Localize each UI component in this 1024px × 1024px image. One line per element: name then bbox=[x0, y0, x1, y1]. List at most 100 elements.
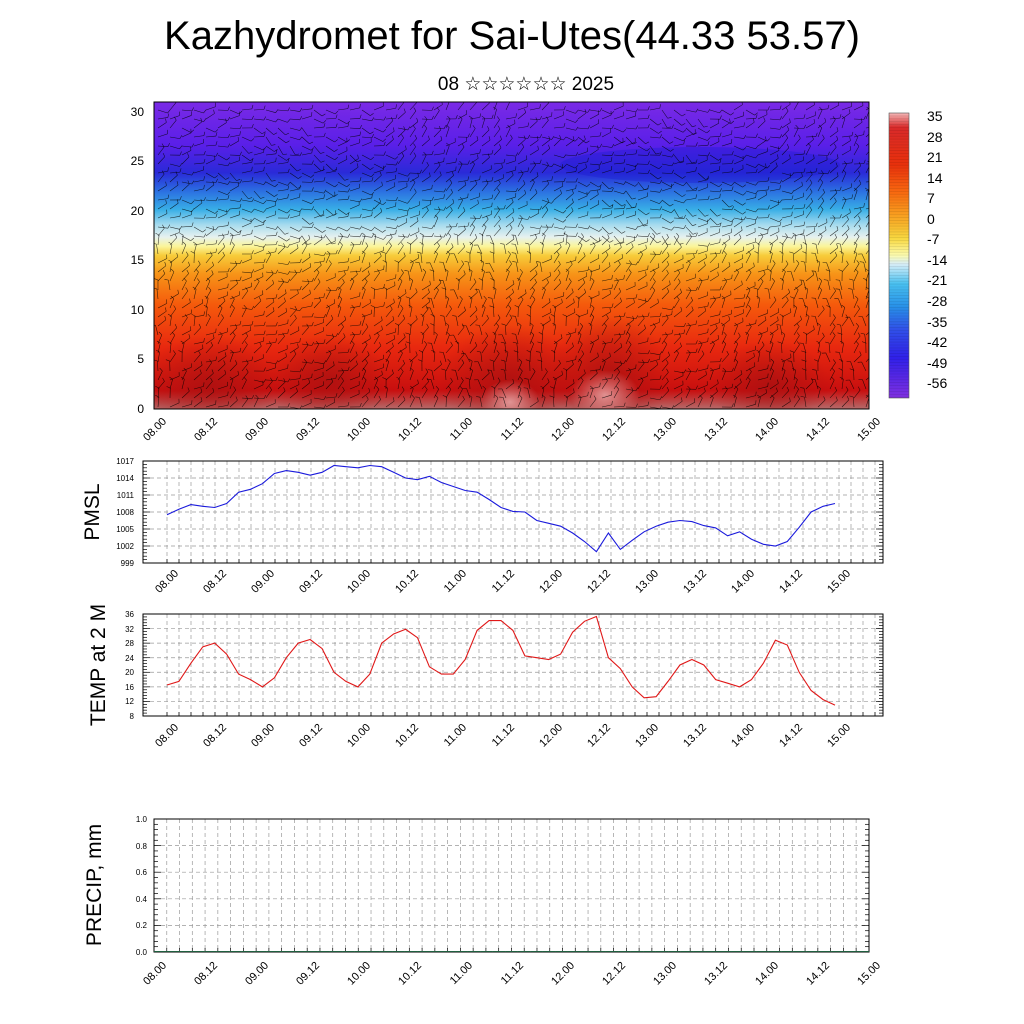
wind-barb bbox=[493, 228, 501, 237]
wind-barb bbox=[193, 118, 204, 122]
wind-barb-flag bbox=[297, 186, 302, 189]
wind-barb bbox=[649, 364, 658, 372]
wind-barb-flag bbox=[359, 330, 362, 335]
wind-barb-flag bbox=[239, 125, 242, 129]
wind-barb-flag bbox=[344, 315, 347, 320]
wind-barb-flag bbox=[803, 114, 806, 119]
wind-barb-flag bbox=[319, 261, 322, 266]
wind-barb bbox=[325, 289, 336, 292]
wind-barb bbox=[673, 310, 683, 318]
wind-barb-flag bbox=[517, 322, 522, 326]
wind-barb-flag bbox=[659, 405, 663, 409]
wind-barb-flag bbox=[545, 206, 549, 211]
wind-barb-flag bbox=[287, 168, 290, 173]
wind-barb bbox=[205, 181, 217, 183]
wind-barb bbox=[409, 370, 414, 381]
wind-barb-flag bbox=[628, 260, 632, 264]
wind-barb-flag bbox=[719, 357, 722, 362]
wind-barb-flag bbox=[490, 278, 495, 281]
wind-barb-flag bbox=[562, 210, 567, 214]
wind-barb-flag bbox=[611, 303, 614, 308]
wind-barb-flag bbox=[728, 315, 731, 320]
wind-barb-flag bbox=[859, 261, 864, 263]
wind-barb bbox=[289, 197, 300, 201]
wind-barb-flag bbox=[459, 115, 463, 120]
wind-barb bbox=[337, 319, 346, 327]
wind-barb bbox=[673, 160, 684, 165]
wind-barb-flag bbox=[599, 107, 603, 112]
heatmap-x-tick-label: 11.00 bbox=[448, 416, 475, 443]
wind-barb bbox=[325, 240, 336, 246]
wind-barb-flag bbox=[156, 340, 161, 344]
wind-barb-flag bbox=[426, 161, 429, 166]
wind-barb bbox=[397, 298, 402, 309]
wind-barb bbox=[301, 217, 310, 225]
wind-barb bbox=[685, 262, 691, 273]
wind-barb bbox=[661, 318, 669, 327]
wind-barb bbox=[825, 352, 831, 363]
wind-barb-flag bbox=[346, 228, 351, 232]
wind-barb bbox=[157, 319, 167, 327]
wind-barb bbox=[661, 362, 669, 372]
wind-barb-flag bbox=[192, 286, 197, 290]
wind-barb bbox=[565, 139, 575, 147]
wind-barb bbox=[697, 154, 708, 157]
wind-barb bbox=[685, 181, 693, 190]
wind-barb-flag bbox=[504, 349, 509, 353]
wind-barb bbox=[577, 127, 588, 130]
wind-barb-flag bbox=[573, 388, 575, 393]
wind-barb bbox=[433, 110, 440, 120]
wind-barb bbox=[205, 172, 215, 179]
wind-barb bbox=[793, 247, 803, 255]
wind-barb bbox=[589, 135, 600, 138]
wind-barb bbox=[168, 280, 171, 291]
wind-barb-flag bbox=[188, 261, 190, 266]
wind-barb-flag bbox=[822, 134, 825, 139]
wind-barb-flag bbox=[707, 175, 709, 180]
wind-barb bbox=[481, 118, 493, 120]
wind-barb bbox=[517, 370, 523, 381]
wind-barb-flag bbox=[671, 153, 675, 158]
wind-barb-flag bbox=[558, 359, 561, 364]
wind-barb bbox=[277, 301, 286, 309]
wind-barb bbox=[697, 265, 706, 273]
wind-barb-flag bbox=[659, 104, 661, 109]
wind-barb-flag bbox=[400, 242, 404, 246]
wind-barb-flag bbox=[859, 207, 862, 212]
wind-barb-flag bbox=[623, 167, 626, 172]
wind-barb bbox=[721, 319, 731, 327]
wind-barb bbox=[445, 361, 451, 372]
wind-barb-flag bbox=[524, 289, 527, 294]
wind-barb bbox=[541, 183, 549, 192]
wind-barb-flag bbox=[489, 251, 494, 254]
wind-barb bbox=[157, 203, 167, 210]
wind-barb bbox=[505, 325, 507, 336]
wind-barb-flag bbox=[285, 352, 287, 357]
wind-barb bbox=[481, 182, 489, 192]
wind-barb-flag bbox=[389, 242, 392, 246]
wind-barb bbox=[649, 118, 659, 126]
wind-barb-flag bbox=[287, 214, 290, 219]
wind-barb bbox=[491, 298, 495, 309]
wind-barb-flag bbox=[275, 269, 279, 274]
wind-barb-flag bbox=[731, 167, 734, 172]
wind-barb bbox=[289, 378, 300, 381]
wind-barb bbox=[685, 352, 691, 363]
wind-barb bbox=[373, 250, 384, 255]
wind-barb-flag bbox=[283, 378, 286, 383]
wind-barb-flag bbox=[663, 340, 667, 345]
wind-barb-flag bbox=[734, 358, 738, 362]
wind-barb-flag bbox=[479, 175, 481, 180]
wind-barb-flag bbox=[446, 250, 451, 254]
wind-barb-flag bbox=[794, 376, 798, 380]
wind-barb-flag bbox=[836, 127, 839, 132]
wind-barb bbox=[481, 157, 490, 165]
wind-barb-flag bbox=[765, 388, 767, 393]
wind-barb bbox=[781, 129, 790, 138]
wind-barb bbox=[517, 227, 524, 237]
wind-barb bbox=[313, 235, 324, 239]
wind-barb bbox=[577, 397, 582, 408]
wind-barb-flag bbox=[819, 232, 823, 237]
wind-barb-flag bbox=[207, 313, 211, 318]
precip-bar bbox=[429, 951, 443, 952]
